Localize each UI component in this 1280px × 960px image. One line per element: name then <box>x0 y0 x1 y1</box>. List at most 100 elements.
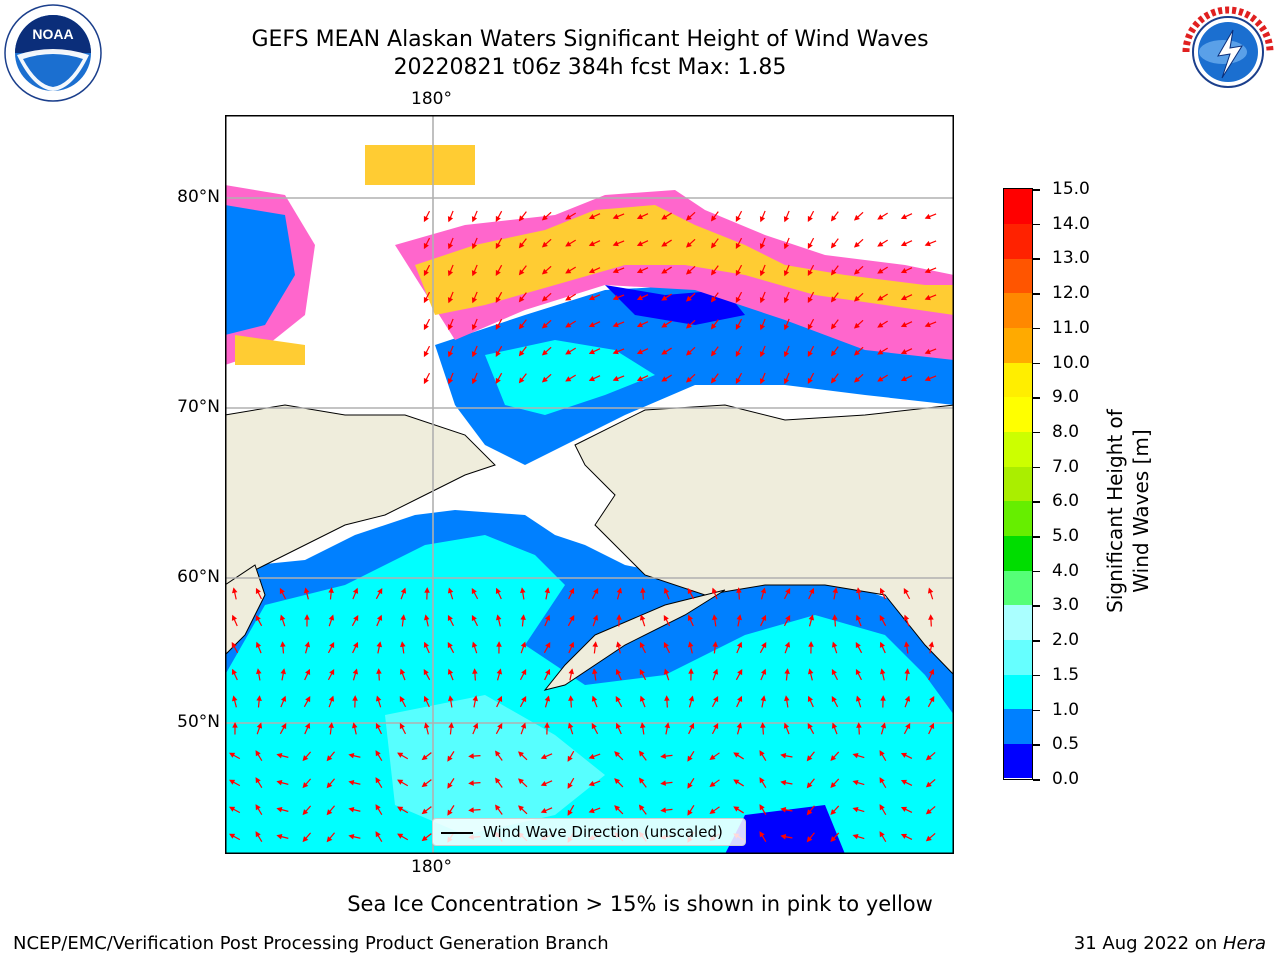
wave-direction-arrowhead <box>852 779 859 786</box>
wave-direction-arrowhead <box>375 831 381 838</box>
wave-direction-arrowhead <box>807 723 813 730</box>
wave-direction-arrowhead <box>400 587 407 594</box>
colorbar-tick-label: 15.0 <box>1052 179 1090 199</box>
wave-direction-arrowhead <box>495 777 501 784</box>
wave-direction-arrowhead <box>735 242 741 250</box>
colorbar-segment <box>1004 396 1032 433</box>
west-ocean <box>225 205 295 335</box>
wave-direction-arrowhead <box>521 668 527 676</box>
wave-direction-arrowhead <box>879 668 886 675</box>
wave-direction-arrowhead <box>614 805 621 812</box>
wave-direction-arrowhead <box>929 722 935 729</box>
wave-direction-arrowhead <box>855 695 862 702</box>
wave-direction-arrowhead <box>565 214 572 220</box>
wave-direction-arrowhead <box>276 806 283 813</box>
footer-host: Hera <box>1222 933 1266 954</box>
colorbar-tick-label: 3.0 <box>1052 595 1080 616</box>
wave-direction-arrowhead <box>520 722 527 729</box>
colorbar-tick-label: 1.5 <box>1052 664 1080 685</box>
wave-direction-arrowhead <box>612 321 619 328</box>
wave-direction-arrowhead <box>759 270 766 277</box>
wave-direction-arrowhead <box>925 808 932 815</box>
wave-direction-arrowhead <box>447 324 454 331</box>
wave-direction-arrowhead <box>880 695 886 701</box>
wave-direction-arrowhead <box>638 750 645 757</box>
colorbar-tick-mark <box>1033 293 1040 295</box>
wave-direction-arrowhead <box>256 722 263 729</box>
wave-direction-arrowhead <box>568 695 574 701</box>
wave-direction-arrowhead <box>900 268 907 274</box>
wave-direction-arrowhead <box>783 270 790 277</box>
wave-direction-arrowhead <box>614 778 621 785</box>
wave-direction-arrowhead <box>639 668 645 676</box>
wave-direction-arrowhead <box>905 722 911 730</box>
wave-direction-arrowhead <box>229 752 236 758</box>
wave-direction-arrowhead <box>447 243 454 250</box>
wave-direction-arrowhead <box>687 755 693 762</box>
wave-direction-arrowhead <box>471 324 478 331</box>
colorbar-tick-label: 10.0 <box>1052 352 1090 373</box>
wave-direction-arrowhead <box>733 779 740 785</box>
wave-direction-arrowhead <box>615 668 621 675</box>
wave-direction-arrowhead <box>495 296 501 303</box>
wave-direction-arrowhead <box>447 297 454 304</box>
wave-direction-arrowhead <box>807 323 813 331</box>
wave-direction-arrowhead <box>588 349 595 355</box>
wave-direction-arrowhead <box>376 668 382 674</box>
wave-direction-arrowhead <box>353 615 359 622</box>
wave-direction-arrowhead <box>612 294 619 301</box>
wave-direction-arrowhead <box>495 242 501 249</box>
wave-direction-arrowhead <box>496 641 502 647</box>
wave-direction-arrowhead <box>636 376 643 382</box>
wave-direction-arrowhead <box>924 240 931 247</box>
wave-direction-arrowhead <box>785 587 791 595</box>
colorbar-tick-mark <box>1033 501 1040 503</box>
wave-direction-arrowhead <box>900 214 907 220</box>
wave-direction-arrowhead <box>326 782 333 789</box>
wave-direction-arrowhead <box>612 213 619 220</box>
wave-direction-arrowhead <box>664 695 670 701</box>
wave-direction-arrowhead <box>423 215 429 223</box>
wave-direction-arrowhead <box>853 376 860 383</box>
colorbar-tick-label: 7.0 <box>1052 456 1080 477</box>
wave-direction-arrowhead <box>760 695 766 702</box>
wave-direction-arrowhead <box>853 241 860 248</box>
colorbar-tick-label: 11.0 <box>1052 317 1090 338</box>
footer-date: 31 Aug 2022 on Hera <box>1074 933 1266 954</box>
wave-direction-arrowhead <box>855 614 862 621</box>
colorbar-segment <box>1004 604 1032 640</box>
wave-direction-arrowhead <box>495 587 501 594</box>
wave-direction-arrowhead <box>808 614 815 621</box>
wave-direction-arrowhead <box>687 641 694 648</box>
colorbar-tick-mark <box>1033 223 1040 226</box>
colorbar-tick-mark <box>1033 570 1040 573</box>
wave-direction-arrowhead <box>760 668 767 675</box>
wave-direction-arrowhead <box>709 781 716 787</box>
wave-direction-arrowhead <box>568 668 575 675</box>
land-alaska-peninsula <box>543 589 726 691</box>
wave-direction-arrowhead <box>900 295 907 301</box>
wave-direction-arrowhead <box>783 297 790 304</box>
wave-direction-arrowhead <box>736 641 743 648</box>
wave-direction-arrowhead <box>852 806 859 813</box>
wave-direction-arrowhead <box>709 808 716 814</box>
sea-ice-note: Sea Ice Concentration > 15% is shown in … <box>347 892 933 916</box>
wave-direction-arrowhead <box>877 349 884 355</box>
wave-direction-arrowhead <box>639 641 645 649</box>
wave-direction-arrowhead <box>400 641 406 648</box>
wave-direction-arrowhead <box>231 614 238 621</box>
wave-direction-arrowhead <box>663 614 669 622</box>
wave-direction-arrowhead <box>397 833 404 839</box>
wave-direction-arrowhead <box>255 831 261 838</box>
wave-direction-arrowhead <box>832 614 838 620</box>
wave-direction-arrowhead <box>661 295 668 301</box>
wave-direction-arrowhead <box>737 669 743 676</box>
colorbar-segment <box>1004 223 1032 259</box>
wave-direction-arrowhead <box>759 831 765 838</box>
wave-direction-arrowhead <box>853 214 860 221</box>
wave-direction-arrowhead <box>518 751 524 758</box>
wave-direction-arrowhead <box>807 296 813 304</box>
colorbar <box>1003 188 1033 780</box>
wave-direction-arrowhead <box>565 295 572 301</box>
wave-direction-arrowhead <box>661 214 668 220</box>
